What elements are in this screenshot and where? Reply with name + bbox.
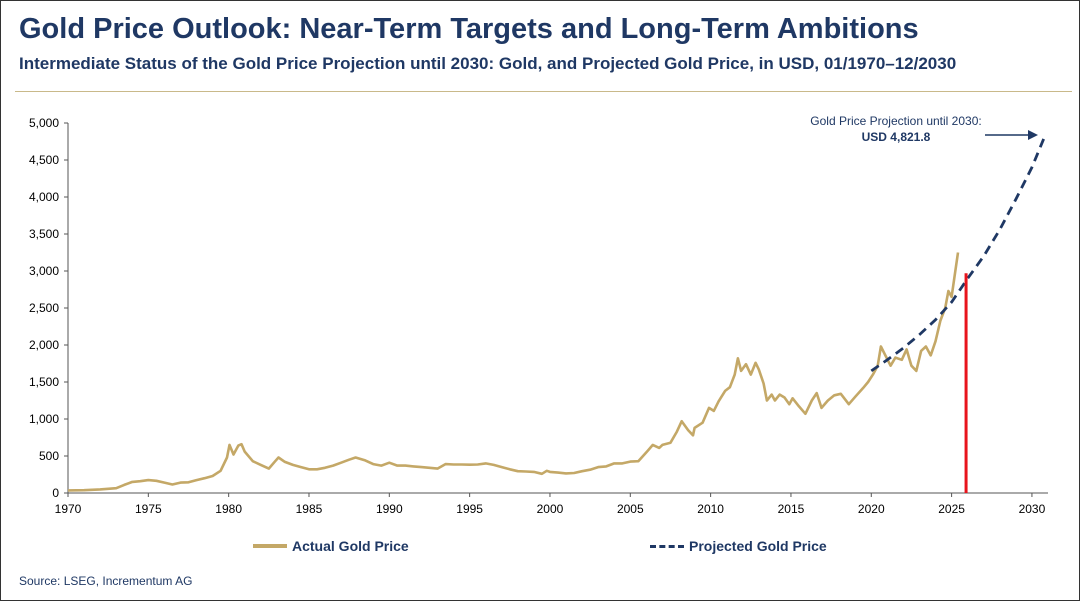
y-tick-label: 5,000 [29, 116, 59, 130]
projection-annotation-label: Gold Price Projection until 2030: [810, 114, 981, 128]
x-tick-label: 2005 [617, 502, 644, 516]
projection-annotation-value: USD 4,821.8 [862, 130, 931, 144]
y-tick-label: 1,500 [29, 375, 59, 389]
legend-projected-swatch [650, 544, 684, 548]
y-tick-label: 2,000 [29, 338, 59, 352]
legend-actual: Actual Gold Price [253, 538, 409, 554]
y-tick-label: 2,500 [29, 301, 59, 315]
x-tick-label: 1985 [296, 502, 323, 516]
x-tick-label: 1975 [135, 502, 162, 516]
annotation-arrowhead [1028, 130, 1038, 140]
chart-title: Gold Price Outlook: Near-Term Targets an… [19, 13, 919, 45]
y-tick-label: 1,000 [29, 412, 59, 426]
chart-subtitle: Intermediate Status of the Gold Price Pr… [19, 54, 957, 73]
annotation-layer: Gold Price Projection until 2030: USD 4,… [810, 114, 1038, 144]
title-divider [15, 91, 1072, 92]
x-tick-label: 2015 [778, 502, 805, 516]
series-actual-gold-price-line [67, 252, 960, 492]
y-tick-label: 3,500 [29, 227, 59, 241]
legend-projected: Projected Gold Price [650, 538, 827, 554]
series-projected-gold-price-line [870, 135, 1047, 373]
y-tick-label: 3,000 [29, 264, 59, 278]
legend-actual-label: Actual Gold Price [292, 538, 409, 554]
legend-actual-swatch [253, 544, 287, 548]
chart-axes: 0 500 1,000 1,500 2,000 2,500 3,000 3,500 4,000 4… [29, 116, 1048, 516]
y-tick-label: 0 [52, 486, 59, 500]
x-tick-label: 2020 [858, 502, 885, 516]
series-layer [67, 135, 1047, 493]
x-tick-label: 1995 [456, 502, 483, 516]
x-tick-label: 1970 [55, 502, 82, 516]
source-note: Source: LSEG, Incrementum AG [19, 574, 193, 588]
legend-projected-label: Projected Gold Price [689, 538, 827, 554]
x-tick-label: 2000 [537, 502, 564, 516]
x-tick-label: 1980 [215, 502, 242, 516]
y-tick-label: 500 [39, 449, 59, 463]
y-tick-label: 4,500 [29, 153, 59, 167]
x-tick-label: 2025 [938, 502, 965, 516]
x-tick-label: 2010 [697, 502, 724, 516]
x-tick-label: 1990 [376, 502, 403, 516]
y-tick-label: 4,000 [29, 190, 59, 204]
x-tick-label: 2030 [1019, 502, 1046, 516]
